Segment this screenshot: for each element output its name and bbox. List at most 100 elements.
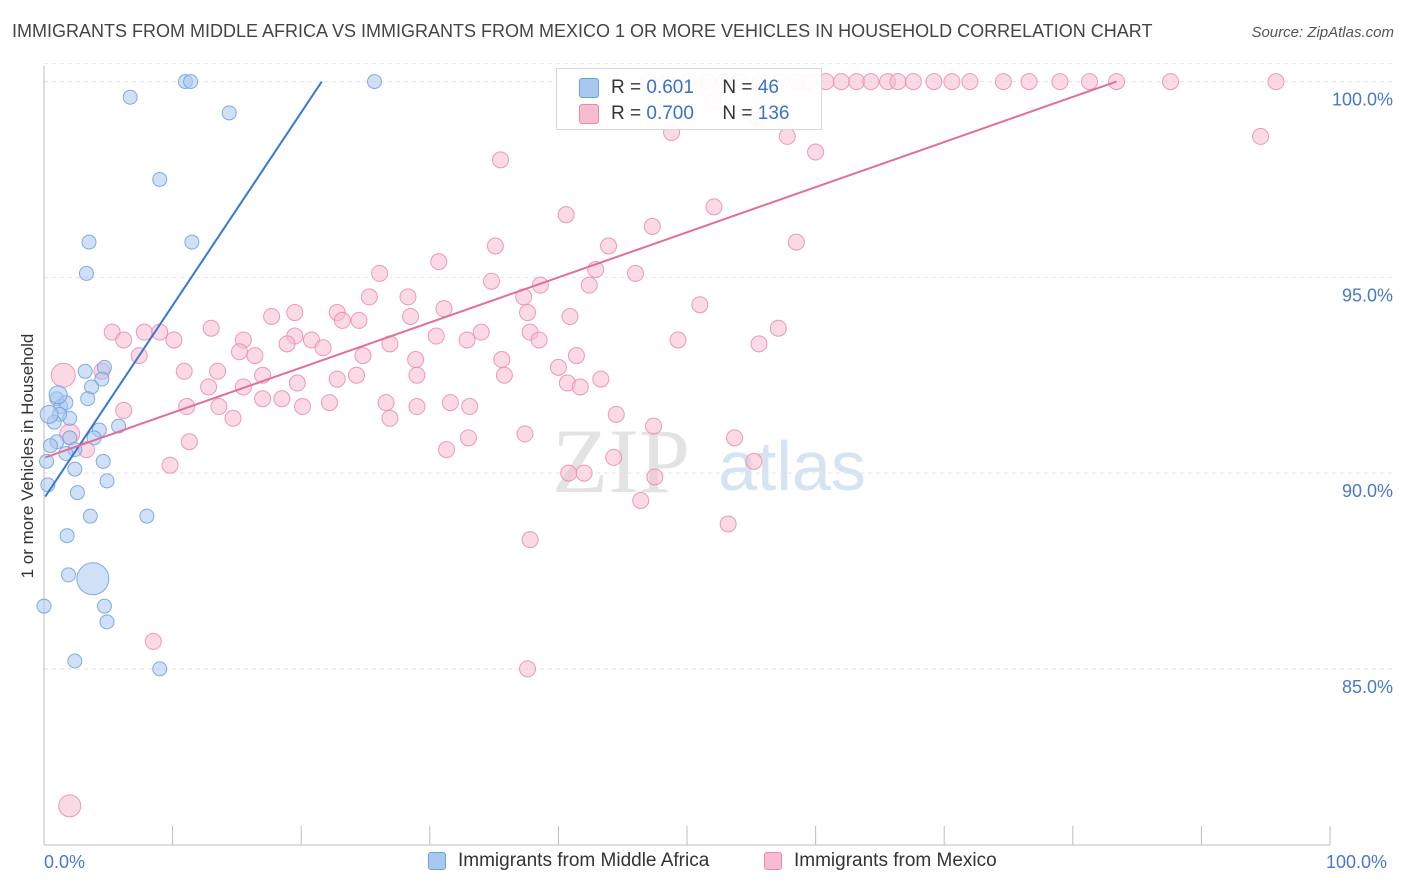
mexico-point bbox=[230, 343, 248, 361]
legend-swatch-middle-africa bbox=[428, 852, 446, 870]
middle-africa-point bbox=[183, 74, 199, 90]
mexico-point bbox=[161, 456, 179, 474]
mexico-point bbox=[483, 272, 501, 290]
mexico-point bbox=[778, 127, 796, 145]
source-label: Source: ZipAtlas.com bbox=[1251, 24, 1394, 41]
middle-africa-point bbox=[99, 473, 115, 489]
mexico-point bbox=[58, 794, 82, 818]
middle-africa-point bbox=[39, 404, 59, 424]
mexico-point bbox=[408, 398, 426, 416]
mexico-point bbox=[1051, 73, 1069, 91]
mexico-point bbox=[293, 398, 311, 416]
mexico-point bbox=[605, 448, 623, 466]
y-tick-label: 100.0% bbox=[1332, 90, 1393, 110]
middle-africa-point bbox=[39, 453, 55, 469]
y-tick-label: 85.0% bbox=[1342, 677, 1393, 697]
mexico-point bbox=[402, 307, 420, 325]
series-mexico-points bbox=[50, 73, 1285, 818]
mexico-point bbox=[350, 311, 368, 329]
middle-africa-point bbox=[95, 453, 111, 469]
mexico-point bbox=[531, 276, 549, 294]
mexico-point bbox=[705, 198, 723, 216]
middle-africa-point bbox=[152, 661, 168, 677]
mexico-point bbox=[750, 335, 768, 353]
mexico-point bbox=[178, 398, 196, 416]
mexico-point bbox=[371, 264, 389, 282]
n-label: N = bbox=[722, 103, 753, 124]
middle-africa-point bbox=[221, 105, 237, 121]
stats-swatch-mexico bbox=[579, 104, 599, 124]
mexico-point bbox=[328, 370, 346, 388]
middle-africa-point bbox=[184, 234, 200, 250]
mexico-point bbox=[200, 378, 218, 396]
mexico-point bbox=[430, 253, 448, 271]
mexico-point bbox=[600, 237, 618, 255]
mexico-point bbox=[994, 73, 1012, 91]
middle-africa-point bbox=[76, 562, 110, 596]
mexico-point bbox=[50, 362, 76, 388]
middle-africa-point bbox=[367, 74, 383, 90]
middle-africa-point bbox=[81, 234, 97, 250]
mexico-point bbox=[495, 366, 513, 384]
mexico-point bbox=[925, 73, 943, 91]
mexico-point bbox=[459, 429, 477, 447]
mexico-point bbox=[492, 151, 510, 169]
middle-africa-point bbox=[42, 438, 58, 454]
legend-item-mexico[interactable]: Immigrants from Mexico bbox=[764, 850, 997, 872]
middle-africa-point bbox=[69, 485, 85, 501]
middle-africa-point bbox=[152, 171, 168, 187]
middle-africa-point bbox=[94, 371, 110, 387]
middle-africa-point bbox=[139, 508, 155, 524]
middle-africa-point bbox=[60, 567, 76, 583]
middle-africa-point bbox=[122, 89, 138, 105]
legend: Immigrants from Middle Africa Immigrants… bbox=[0, 850, 1406, 880]
mexico-point bbox=[607, 405, 625, 423]
mexico-point bbox=[530, 331, 548, 349]
mexico-point bbox=[458, 331, 476, 349]
n-value: 46 bbox=[757, 77, 779, 98]
mexico-point bbox=[202, 319, 220, 337]
mexico-point bbox=[286, 304, 304, 322]
mexico-point bbox=[435, 300, 453, 318]
legend-item-middle-africa[interactable]: Immigrants from Middle Africa bbox=[428, 850, 709, 872]
mexico-point bbox=[224, 409, 242, 427]
mexico-point bbox=[567, 347, 585, 365]
x-tick-label-min: 0.0% bbox=[44, 852, 86, 872]
chart-title: IMMIGRANTS FROM MIDDLE AFRICA VS IMMIGRA… bbox=[12, 21, 1153, 41]
mexico-point bbox=[632, 491, 650, 509]
mexico-point bbox=[278, 335, 296, 353]
mexico-point bbox=[646, 468, 664, 486]
gridlines bbox=[44, 63, 1395, 670]
middle-africa-point bbox=[48, 385, 68, 405]
mexico-point bbox=[521, 531, 539, 549]
mexico-point bbox=[561, 307, 579, 325]
r-label: R = bbox=[611, 77, 642, 98]
mexico-point bbox=[519, 660, 537, 678]
stats-row-mexico: R = 0.700 N = 136 bbox=[579, 103, 789, 125]
mexico-point bbox=[961, 73, 979, 91]
mexico-point bbox=[210, 398, 228, 416]
mexico-point bbox=[769, 319, 787, 337]
mexico-point bbox=[560, 464, 578, 482]
mexico-point bbox=[288, 374, 306, 392]
mexico-point bbox=[1081, 73, 1099, 91]
n-label: N = bbox=[722, 77, 753, 98]
mexico-point bbox=[832, 73, 850, 91]
mexico-point bbox=[441, 394, 459, 412]
mexico-point bbox=[519, 304, 537, 322]
legend-swatch-mexico bbox=[764, 852, 782, 870]
mexico-point bbox=[461, 398, 479, 416]
mexico-point bbox=[115, 401, 133, 419]
watermark: ZIP atlas bbox=[552, 410, 866, 512]
mexico-point bbox=[209, 362, 227, 380]
mexico-point bbox=[347, 366, 365, 384]
mexico-point bbox=[862, 73, 880, 91]
mexico-point bbox=[407, 351, 425, 369]
mexico-point bbox=[645, 417, 663, 435]
mexico-point bbox=[408, 366, 426, 384]
mexico-point bbox=[1252, 127, 1270, 145]
mexico-point bbox=[549, 358, 567, 376]
mexico-point bbox=[719, 515, 737, 533]
stats-swatch-middle-africa bbox=[579, 78, 599, 98]
mexico-point bbox=[254, 390, 272, 408]
